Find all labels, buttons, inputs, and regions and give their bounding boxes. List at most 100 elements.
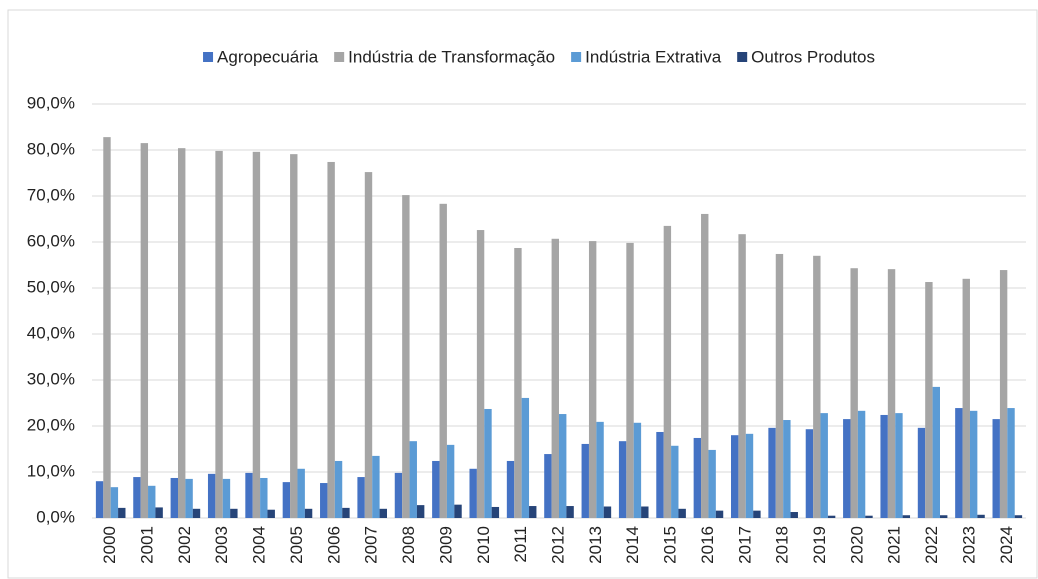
bar	[454, 504, 462, 518]
y-tick-label: 30,0%	[27, 369, 75, 388]
bar	[476, 230, 485, 519]
bar	[185, 478, 193, 518]
bar	[230, 508, 238, 518]
legend-swatch	[737, 52, 748, 62]
x-tick-label: 2013	[586, 526, 605, 564]
bar	[820, 413, 828, 518]
bar	[656, 431, 664, 518]
legend-swatch	[334, 52, 345, 62]
bar	[446, 444, 455, 518]
bar	[745, 433, 754, 518]
bar	[484, 408, 492, 518]
bar	[738, 234, 746, 518]
x-tick-label: 2019	[810, 526, 829, 564]
bar	[955, 408, 963, 518]
y-tick-label: 50,0%	[27, 277, 75, 296]
bar	[416, 505, 425, 518]
bar	[775, 253, 784, 518]
legend-swatch	[571, 52, 582, 62]
bar	[671, 445, 679, 518]
bar	[992, 419, 1000, 518]
bar	[506, 460, 515, 518]
bar	[843, 419, 851, 518]
bar	[731, 435, 739, 518]
bar	[334, 460, 343, 518]
y-tick-label: 40,0%	[27, 323, 75, 342]
bar	[110, 487, 119, 518]
bar	[753, 510, 761, 518]
bar	[133, 477, 141, 518]
bar	[222, 478, 231, 518]
x-tick-label: 2020	[847, 526, 866, 564]
bar	[969, 410, 978, 518]
bar	[304, 508, 313, 518]
bar	[865, 515, 873, 518]
bar	[297, 468, 305, 518]
x-tick-label: 2005	[287, 526, 306, 564]
x-tick-label: 2017	[735, 526, 754, 564]
bar	[895, 413, 903, 518]
x-tick-label: 2000	[100, 526, 119, 564]
x-tick-label: 2021	[885, 526, 904, 564]
bar	[544, 454, 552, 518]
x-tick-label: 2007	[362, 526, 381, 564]
bar	[207, 473, 216, 518]
bar	[148, 485, 156, 518]
bar	[805, 429, 814, 518]
x-tick-label: 2022	[922, 526, 941, 564]
y-tick-label: 60,0%	[27, 231, 75, 250]
bar	[514, 247, 522, 519]
bar	[902, 515, 911, 518]
bar	[932, 386, 940, 518]
bar	[118, 507, 126, 518]
bar	[559, 414, 567, 518]
bar	[641, 506, 649, 518]
x-tick-label: 2015	[661, 526, 680, 564]
x-tick-label: 2014	[623, 526, 642, 564]
y-tick-label: 90,0%	[27, 93, 75, 112]
bar	[633, 422, 642, 518]
bar	[813, 255, 821, 519]
bar	[394, 472, 403, 518]
bar	[342, 507, 350, 518]
bar	[940, 515, 948, 518]
bar	[491, 506, 500, 518]
bar	[663, 225, 672, 518]
bar	[439, 203, 447, 518]
legend-label: Agropecuária	[217, 47, 319, 66]
bar	[678, 508, 686, 518]
bar	[827, 515, 836, 518]
x-tick-label: 2001	[138, 526, 157, 564]
legend-swatch	[203, 52, 214, 62]
bar	[880, 414, 888, 518]
bar	[618, 441, 627, 518]
x-tick-label: 2008	[399, 526, 418, 564]
bar	[267, 509, 275, 518]
bar	[192, 508, 201, 518]
bar	[215, 150, 223, 519]
bar	[379, 508, 387, 518]
y-tick-label: 20,0%	[27, 415, 75, 434]
bar	[252, 151, 261, 518]
bar	[140, 143, 149, 518]
x-tick-label: 2016	[698, 526, 717, 564]
y-tick-label: 10,0%	[27, 461, 75, 480]
bar	[432, 460, 440, 518]
x-tick-label: 2006	[324, 526, 343, 564]
x-tick-label: 2024	[997, 526, 1016, 564]
bar	[245, 472, 253, 518]
x-tick-label: 2002	[175, 526, 194, 564]
x-tick-label: 2010	[474, 526, 493, 564]
bar	[320, 483, 328, 518]
bar	[1014, 515, 1023, 518]
x-tick-label: 2004	[250, 526, 269, 564]
bar	[95, 481, 104, 518]
bar	[588, 241, 597, 518]
bar	[962, 278, 970, 518]
bar	[1007, 408, 1015, 518]
bar	[566, 506, 574, 518]
bar	[402, 195, 410, 518]
bar	[626, 242, 634, 519]
bar	[917, 427, 926, 518]
